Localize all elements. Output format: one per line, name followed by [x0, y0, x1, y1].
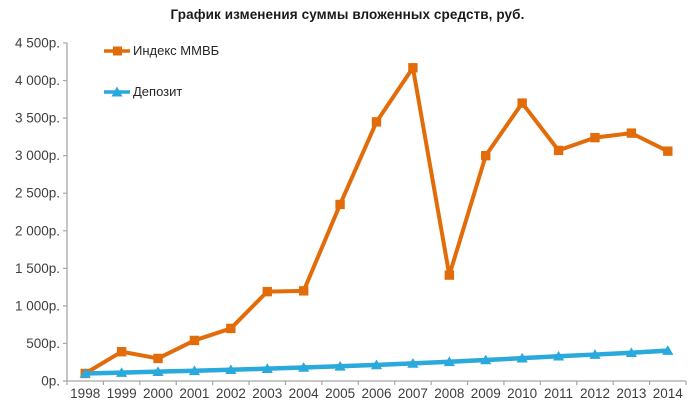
- marker-square: [371, 117, 382, 127]
- x-tick-label: 2009: [471, 386, 501, 401]
- x-tick-label: 2005: [325, 386, 355, 401]
- x-tick-label: 2002: [216, 386, 246, 401]
- y-tick-label: 1 500р.: [15, 261, 60, 276]
- marker-triangle: [370, 359, 383, 370]
- x-tick-label: 2006: [361, 386, 391, 401]
- x-tick-label: 2012: [580, 386, 610, 401]
- marker-triangle: [516, 352, 528, 363]
- marker-square: [335, 199, 345, 210]
- x-tick-label: 2004: [289, 386, 320, 401]
- y-tick-label: 0р.: [41, 374, 60, 389]
- x-tick-label: 2013: [616, 386, 646, 401]
- marker-square: [517, 98, 527, 108]
- marker-square: [226, 323, 236, 334]
- marker-square: [663, 146, 673, 156]
- legend-item-deposit: Депозит: [103, 84, 219, 99]
- chart-title: График изменения суммы вложенных средств…: [170, 7, 525, 22]
- legend-item-mmvb: Индекс ММВБ: [103, 43, 219, 58]
- marker-triangle: [443, 356, 455, 367]
- mmvb-series-icon: [104, 46, 130, 55]
- marker-triangle: [152, 366, 164, 376]
- x-tick-label: 2008: [434, 386, 464, 401]
- y-tick-label: 1 000р.: [15, 298, 60, 313]
- y-tick-label: 4 500р.: [15, 36, 60, 51]
- legend-label-deposit: Депозит: [133, 84, 183, 99]
- x-tick-label: 1999: [107, 386, 137, 401]
- x-tick-label: 1998: [70, 386, 100, 401]
- y-tick-label: 4 000р.: [15, 73, 60, 88]
- x-tick-label: 2007: [398, 386, 428, 401]
- marker-square: [444, 270, 455, 280]
- marker-square: [481, 150, 491, 161]
- marker-triangle: [552, 350, 565, 361]
- marker-triangle: [188, 365, 201, 376]
- marker-triangle: [79, 368, 91, 378]
- marker-square: [116, 347, 127, 357]
- x-tick-label: 2011: [544, 386, 573, 401]
- marker-triangle: [407, 358, 419, 368]
- marker-square: [553, 145, 564, 156]
- marker-triangle: [298, 362, 310, 372]
- marker-square: [590, 132, 600, 143]
- marker-triangle: [625, 347, 637, 358]
- marker-square: [408, 63, 418, 73]
- y-tick-label: 2 000р.: [15, 223, 60, 238]
- x-tick-label: 2010: [507, 386, 537, 401]
- marker-triangle: [334, 360, 346, 371]
- x-tick-label: 2003: [252, 386, 282, 401]
- deposit-series-icon: [104, 86, 130, 96]
- marker-square: [262, 286, 272, 297]
- x-tick-label: 2001: [179, 386, 209, 401]
- series-line-0: [83, 65, 670, 376]
- marker-square: [298, 286, 309, 296]
- y-tick-label: 3 000р.: [15, 148, 60, 163]
- x-tick-label: 2000: [143, 386, 173, 401]
- x-tick-label: 2014: [653, 386, 684, 401]
- marker-triangle: [662, 345, 674, 355]
- marker-triangle: [480, 354, 492, 365]
- marker-triangle: [589, 349, 601, 359]
- y-tick-label: 500р.: [26, 336, 60, 351]
- chart-legend: Индекс ММВБ Депозит: [103, 43, 219, 99]
- marker-square: [626, 128, 637, 138]
- legend-label-mmvb: Индекс ММВБ: [133, 43, 220, 58]
- marker-triangle: [261, 363, 273, 373]
- marker-square: [189, 335, 200, 346]
- marker-square: [153, 353, 163, 364]
- marker-triangle: [116, 367, 128, 377]
- y-tick-label: 2 500р.: [15, 186, 60, 201]
- marker-triangle: [225, 364, 237, 375]
- y-tick-label: 3 500р.: [15, 111, 60, 126]
